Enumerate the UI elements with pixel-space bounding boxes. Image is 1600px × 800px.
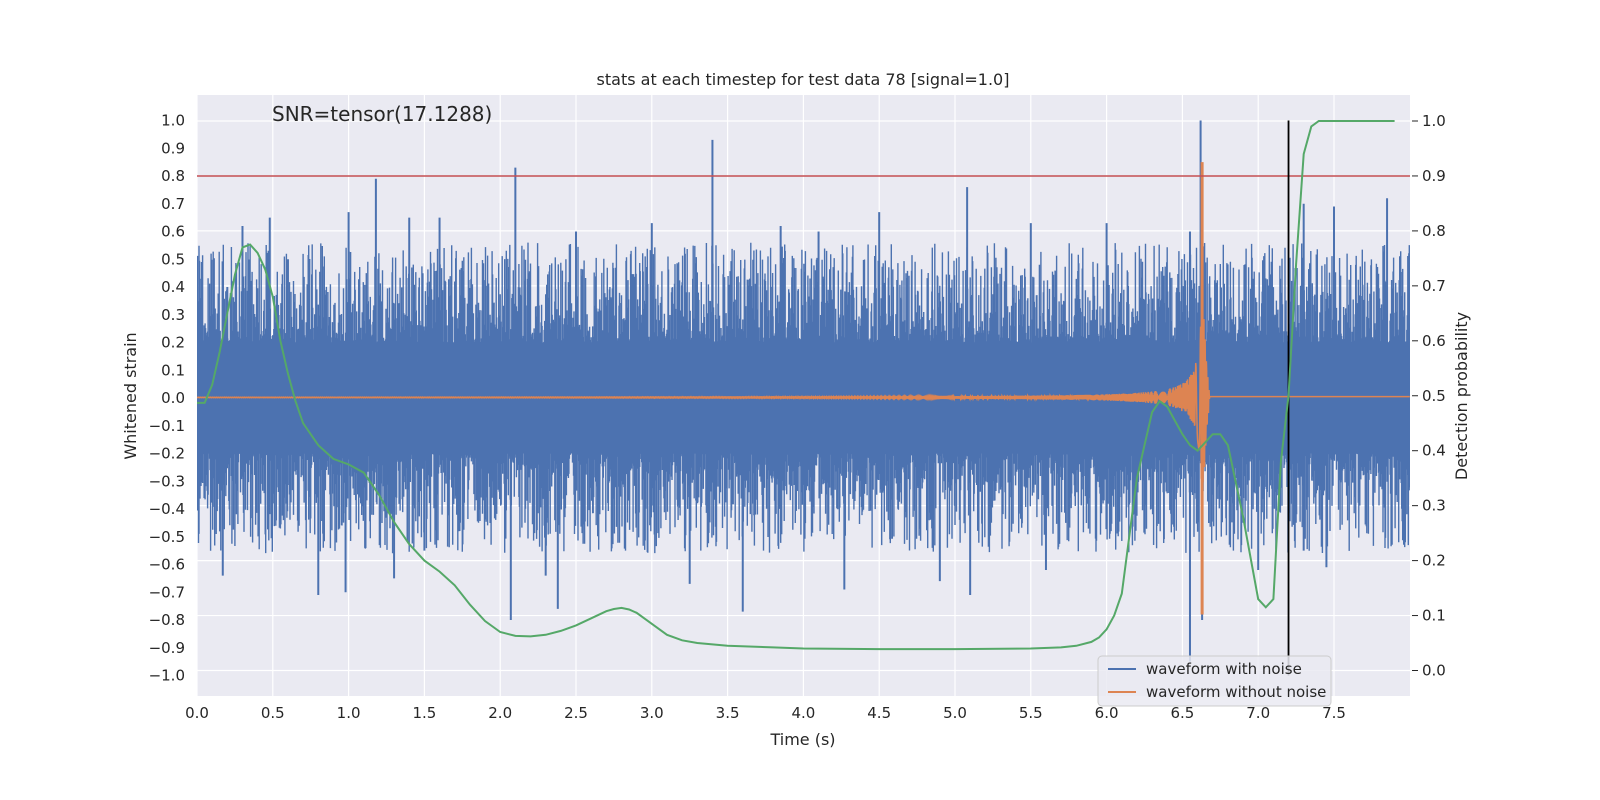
- y-tick-label: 0.5: [161, 250, 185, 268]
- y-tick-label: 0.9: [161, 139, 185, 157]
- y-tick-label: 0.2: [161, 334, 185, 352]
- x-tick-label: 5.5: [1019, 704, 1043, 722]
- y-tick-label: 0.7: [161, 195, 185, 213]
- x-tick-label: 0.0: [185, 704, 209, 722]
- y-tick-label: 0.0: [161, 389, 185, 407]
- legend: waveform with noise waveform without noi…: [1097, 655, 1332, 707]
- chart-title: stats at each timestep for test data 78 …: [597, 70, 1010, 89]
- snr-annotation: SNR=tensor(17.1288): [272, 102, 492, 126]
- x-tick-label: 4.0: [791, 704, 815, 722]
- y-tick-label: 0.4: [161, 278, 185, 296]
- clean-waveform-line: [197, 294, 1410, 483]
- y-tick-label: −0.3: [149, 472, 185, 490]
- y-tick-label: −0.4: [149, 500, 185, 518]
- y-axis-ticks: 1.0 0.9 0.8 0.7 0.6 0.5 0.4 0.3 0.2 0.1 0.0 −0.1 −0.…: [149, 112, 185, 685]
- y-tick-label: 1.0: [161, 112, 185, 130]
- y-tick-label: −0.9: [149, 639, 185, 657]
- y2-tick-label: 0.7: [1422, 277, 1446, 295]
- y2-tick-label: 0.6: [1422, 332, 1446, 350]
- series-detection-probability: [197, 120, 1395, 651]
- legend-label-noise: waveform with noise: [1146, 660, 1302, 678]
- legend-label-clean: waveform without noise: [1146, 683, 1326, 701]
- series-waveform-without-noise: [197, 162, 1410, 615]
- x-tick-label: 7.0: [1246, 704, 1270, 722]
- y-tick-label: −0.1: [149, 417, 185, 435]
- y-tick-label: 0.6: [161, 223, 185, 241]
- x-axis-label: Time (s): [769, 730, 835, 749]
- y-tick-label: −0.7: [149, 583, 185, 601]
- x-tick-label: 3.0: [640, 704, 664, 722]
- y-tick-label: −0.2: [149, 445, 185, 463]
- y2-tick-label: 0.2: [1422, 552, 1446, 570]
- y2-tick-label: 0.9: [1422, 167, 1446, 185]
- x-tick-label: 6.0: [1095, 704, 1119, 722]
- series-waveform-with-noise: [197, 120, 1410, 662]
- x-tick-label: 6.5: [1170, 704, 1194, 722]
- probability-line: [197, 120, 1395, 651]
- legend-box: [1097, 655, 1332, 707]
- x-tick-label: 3.5: [716, 704, 740, 722]
- y2-tick-label: 0.5: [1422, 387, 1446, 405]
- y-tick-label: 0.1: [161, 361, 185, 379]
- x-tick-label: 5.0: [943, 704, 967, 722]
- y2-axis-ticks: 1.0 0.9 0.8 0.7 0.6 0.5 0.4 0.3 0.2 0.1 0.0: [1412, 112, 1446, 680]
- y-tick-label: −0.8: [149, 611, 185, 629]
- y-tick-label: −0.5: [149, 528, 185, 546]
- y2-tick-label: 0.4: [1422, 442, 1446, 460]
- y-tick-label: −1.0: [149, 667, 185, 685]
- y-axis-label: Whitened strain: [121, 332, 140, 459]
- y2-tick-label: 0.1: [1422, 607, 1446, 625]
- x-tick-label: 2.5: [564, 704, 588, 722]
- y2-tick-label: 1.0: [1422, 112, 1446, 130]
- x-axis-ticks: 0.0 0.5 1.0 1.5 2.0 2.5 3.0 3.5 4.0 4.5 5.0 5.5 6.0 6…: [185, 704, 1346, 722]
- x-tick-label: 1.5: [412, 704, 436, 722]
- y-tick-label: 0.3: [161, 306, 185, 324]
- y-tick-label: −0.6: [149, 556, 185, 574]
- y2-tick-label: 0.0: [1422, 662, 1446, 680]
- y2-tick-label: 0.8: [1422, 222, 1446, 240]
- x-tick-label: 1.0: [337, 704, 361, 722]
- y2-tick-label: 0.3: [1422, 497, 1446, 515]
- y-tick-label: 0.8: [161, 167, 185, 185]
- x-tick-label: 0.5: [261, 704, 285, 722]
- x-tick-label: 7.5: [1322, 704, 1346, 722]
- y2-axis-label: Detection probability: [1452, 312, 1471, 480]
- x-tick-label: 4.5: [867, 704, 891, 722]
- x-tick-label: 2.0: [488, 704, 512, 722]
